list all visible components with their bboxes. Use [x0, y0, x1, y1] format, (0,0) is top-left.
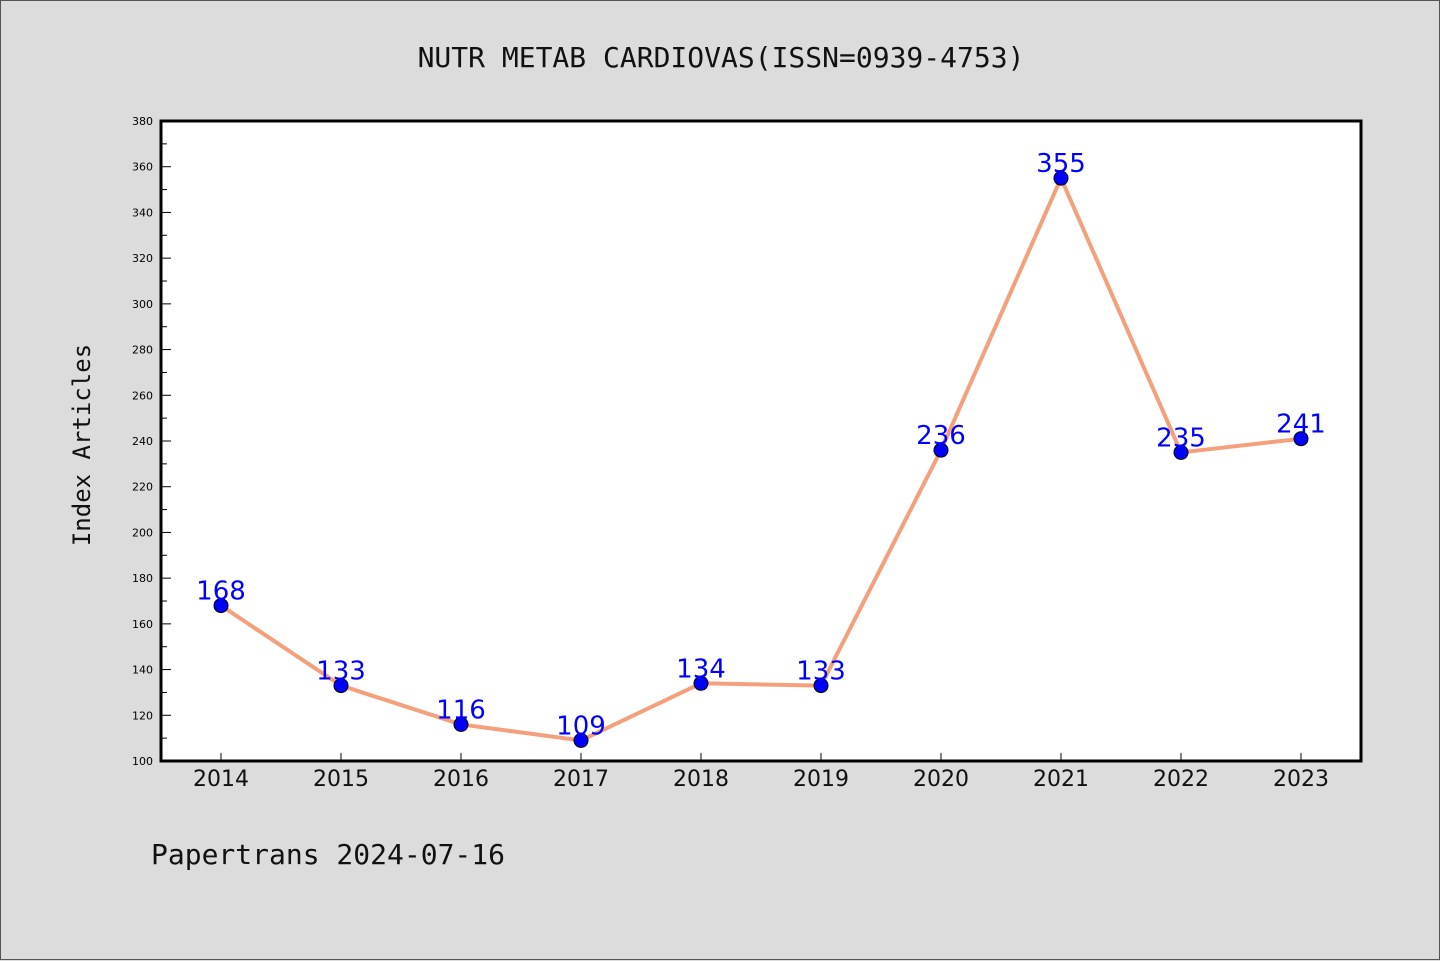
data-labels: 168 133 116 109 134 133 236 355 235 241: [196, 149, 1326, 741]
x-tick-label: 2018: [673, 767, 729, 792]
x-tick-label: 2019: [793, 767, 849, 792]
data-label: 168: [196, 577, 246, 607]
data-label: 134: [676, 654, 726, 684]
data-label: 355: [1036, 149, 1086, 179]
data-label: 109: [556, 711, 606, 741]
data-label: 236: [916, 421, 966, 451]
data-point: [1293, 431, 1309, 447]
y-tick-label: 120: [132, 709, 153, 722]
y-tick-label: 340: [132, 206, 153, 219]
y-tick-label: 180: [132, 572, 153, 585]
y-tick-label: 100: [132, 755, 153, 768]
y-axis-ticks: 100 120 140 160 180 200 220 240 260 280 300 320 340 3…: [132, 115, 171, 768]
series-lines: [219, 176, 1302, 743]
x-tick-label: 2023: [1273, 767, 1329, 792]
y-tick-label: 220: [132, 481, 153, 494]
x-tick-label: 2015: [313, 767, 369, 792]
data-point: [693, 675, 709, 691]
data-label: 133: [796, 657, 846, 687]
data-point: [1173, 444, 1189, 460]
y-tick-label: 380: [132, 115, 153, 128]
y-axis-label: Index Articles: [68, 344, 96, 546]
data-point: [573, 732, 589, 748]
data-label: 116: [436, 695, 486, 725]
series-line: [219, 176, 1302, 743]
data-point: [1053, 170, 1069, 186]
data-point: [813, 678, 829, 694]
chart-title: NUTR METAB CARDIOVAS(ISSN=0939-4753): [418, 41, 1025, 74]
y-tick-label: 200: [132, 526, 153, 539]
y-tick-label: 320: [132, 252, 153, 265]
plot-area: [161, 121, 1361, 761]
x-tick-label: 2020: [913, 767, 969, 792]
data-label: 241: [1276, 410, 1326, 440]
y-tick-label: 260: [132, 389, 153, 402]
data-point: [453, 716, 469, 732]
x-tick-label: 2021: [1033, 767, 1089, 792]
y-tick-label: 360: [132, 161, 153, 174]
x-tick-label: 2016: [433, 767, 489, 792]
x-tick-label: 2014: [193, 767, 249, 792]
y-tick-label: 300: [132, 298, 153, 311]
footer-text: Papertrans 2024-07-16: [151, 838, 505, 871]
data-point: [933, 442, 949, 458]
data-point: [333, 678, 349, 694]
data-point: [213, 598, 229, 614]
data-label: 133: [316, 657, 366, 687]
y-tick-label: 280: [132, 344, 153, 357]
x-tick-label: 2022: [1153, 767, 1209, 792]
data-label: 235: [1156, 423, 1206, 453]
series-points: [213, 170, 1309, 748]
x-tick-label: 2017: [553, 767, 609, 792]
plot-border: [159, 119, 1363, 763]
y-tick-label: 160: [132, 618, 153, 631]
y-tick-label: 140: [132, 664, 153, 677]
y-tick-label: 240: [132, 435, 153, 448]
x-axis-ticks: 2014 2015 2016 2017 2018 2019 2020 2021 2022 2023: [193, 753, 1329, 792]
